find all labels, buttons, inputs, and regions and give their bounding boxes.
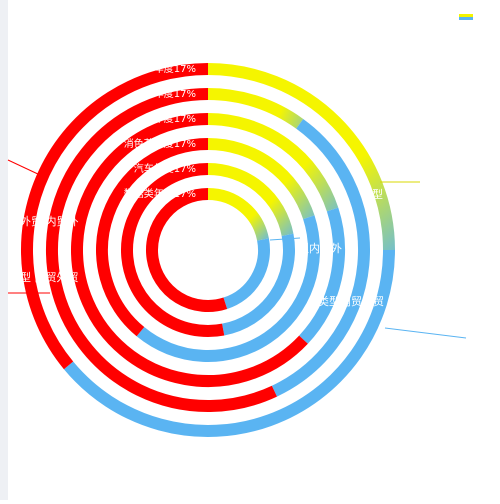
legend-icon — [459, 14, 473, 17]
ring-label: 汽车年度17% — [134, 162, 196, 175]
ring-segment — [121, 163, 225, 337]
ring-segment — [207, 138, 315, 220]
ring-label: 年度17% — [154, 112, 196, 125]
ring-segment — [207, 163, 294, 237]
ring-label: 消色花年度17% — [124, 137, 196, 150]
ring-segment — [71, 113, 308, 387]
ring-segment — [207, 63, 395, 251]
ring-segment — [207, 188, 269, 241]
legend-icon — [459, 17, 473, 20]
annotation: 类型内贸外贸 — [318, 294, 384, 308]
annotation: 型 内贸外贸 — [20, 270, 79, 284]
ring-segment — [221, 233, 295, 336]
ring-segment — [271, 118, 370, 397]
ring-segment — [299, 207, 345, 344]
ring-segment — [46, 88, 277, 412]
leader-line — [269, 237, 301, 241]
ring-segment — [96, 138, 209, 337]
side-strip — [0, 0, 8, 500]
ring-segment — [136, 215, 320, 362]
ring-label: 年度17% — [154, 87, 196, 100]
ring-segment — [223, 238, 270, 309]
annotation: 型内贸外 — [298, 241, 342, 255]
ring-segment — [21, 63, 209, 370]
leader-line — [7, 159, 41, 176]
annotation: 型 — [372, 187, 383, 201]
annotation: 外贸 内贸外 — [20, 214, 79, 228]
leader-line — [384, 327, 467, 339]
ring-label: 数据类年度17% — [124, 187, 196, 200]
ring-segment — [207, 88, 304, 129]
ring-segment — [146, 188, 228, 312]
ring-segment — [63, 249, 395, 437]
ring-label: 年度17% — [154, 62, 196, 75]
ring-segment — [207, 113, 339, 212]
